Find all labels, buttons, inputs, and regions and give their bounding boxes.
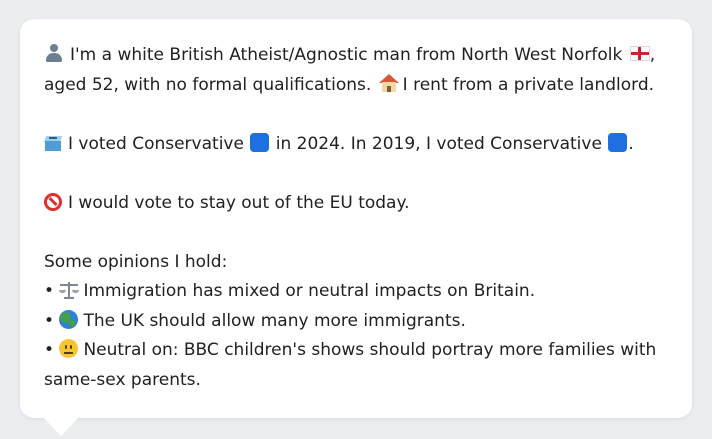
speech-bubble-tail <box>42 416 80 436</box>
profile-card: I'm a white British Atheist/Agnostic man… <box>20 19 692 418</box>
house-icon <box>378 73 399 93</box>
opinion-text: The UK should allow many more immigrants… <box>83 310 466 331</box>
opinion-text: Immigration has mixed or neutral impacts… <box>83 281 536 301</box>
opinion-text: Neutral on: BBC children's shows should … <box>83 340 657 360</box>
balance-scale-icon <box>59 281 80 299</box>
voting-history: I voted Conservative in 2024. In 2019, I… <box>43 130 668 160</box>
eu-stance: I would vote to stay out of the EU today… <box>44 189 668 219</box>
bust-in-silhouette-icon <box>44 43 64 63</box>
neutral-face-icon <box>59 339 79 358</box>
globe-icon <box>59 309 79 329</box>
comma: , <box>649 45 656 65</box>
opinion-text-continued: same-sex parents. <box>44 369 201 390</box>
blue-square-icon <box>250 132 270 152</box>
vote-text-a: I voted Conservative <box>68 133 244 154</box>
no-entry-icon <box>44 192 62 211</box>
profile-text-1: I'm a white British Atheist/Agnostic man… <box>70 45 623 65</box>
housing-text: I rent from a private landlord. <box>402 74 655 95</box>
vote-text-b: in 2024. In 2019, I voted Conservative <box>275 133 602 154</box>
bullet: • <box>44 310 55 331</box>
profile-line-1: I'm a white British Atheist/Agnostic man… <box>44 41 668 71</box>
vote-text-c: . <box>628 133 634 154</box>
bullet: • <box>44 340 55 360</box>
bullet: • <box>44 281 55 301</box>
opinion-item: • Immigration has mixed or neutral impac… <box>44 277 668 307</box>
opinion-item: • The UK should allow many more immigran… <box>44 307 668 337</box>
england-flag-icon <box>629 46 650 61</box>
profile-text-2: aged 52, with no formal qualifications. <box>44 74 372 95</box>
opinion-item: • Neutral on: BBC children's shows shoul… <box>44 336 668 366</box>
blue-square-icon <box>608 132 628 152</box>
profile-line-2: aged 52, with no formal qualifications. … <box>44 71 668 101</box>
opinions-heading: Some opinions I hold: <box>44 251 228 272</box>
ballot-box-icon <box>43 134 63 152</box>
eu-text: I would vote to stay out of the EU today… <box>68 192 410 213</box>
